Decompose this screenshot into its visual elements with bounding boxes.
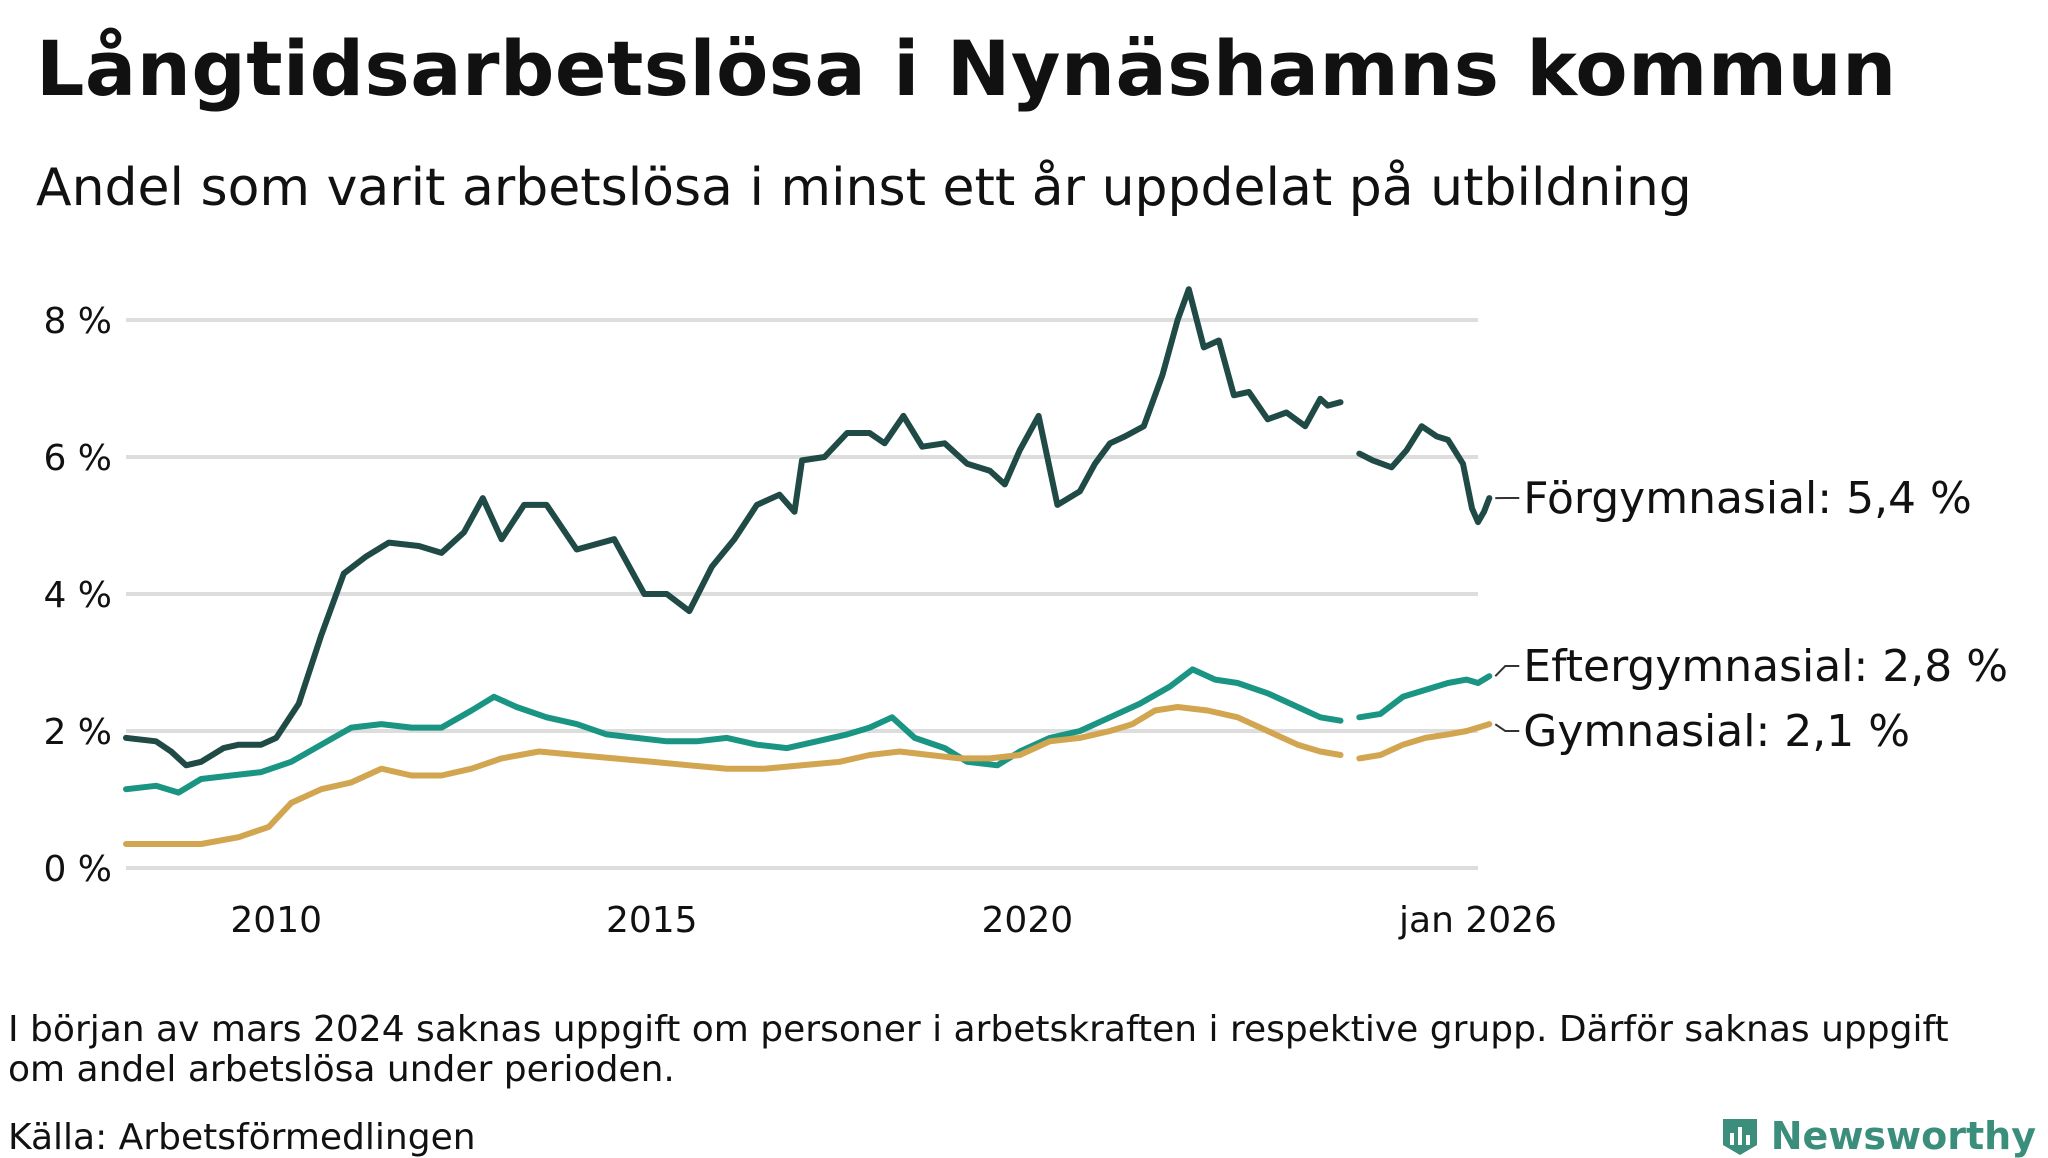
x-tick-label: 2020 [982, 900, 1074, 941]
source-line: Källa: Arbetsförmedlingen [8, 1118, 476, 1158]
series-end-label: Eftergymnasial: 2,8 % [1523, 641, 2008, 692]
footnote: I början av mars 2024 saknas uppgift om … [8, 1010, 2008, 1090]
newsworthy-logo-icon [1719, 1115, 1761, 1157]
x-tick-label: jan 2026 [1398, 900, 1557, 941]
label-leader [1495, 724, 1519, 731]
x-tick-label: 2010 [230, 900, 322, 941]
x-tick-label: 2015 [606, 900, 698, 941]
label-leader [1495, 666, 1519, 676]
y-tick-label: 6 % [43, 438, 112, 479]
brand-name: Newsworthy [1771, 1114, 2036, 1158]
series-line-gymnasial [126, 707, 1489, 844]
axis-labels: 0 % 2 % 4 % 6 % 8 % 2010 2015 2020 jan 2026 [43, 301, 1557, 941]
brand-logo: Newsworthy [1719, 1114, 2036, 1158]
y-tick-label: 0 % [43, 849, 112, 890]
y-tick-label: 8 % [43, 301, 112, 342]
line-chart: 0 % 2 % 4 % 6 % 8 % 2010 2015 2020 jan 2026 Förg… [0, 0, 2048, 960]
y-tick-label: 2 % [43, 712, 112, 753]
series-line-forgymnasial [126, 289, 1489, 765]
series-end-label: Förgymnasial: 5,4 % [1523, 473, 1972, 524]
series-lines [126, 289, 1489, 844]
series-labels: Förgymnasial: 5,4 % Eftergymnasial: 2,8 %… [1495, 473, 2008, 757]
series-end-label: Gymnasial: 2,1 % [1523, 706, 1910, 757]
y-tick-label: 4 % [43, 575, 112, 616]
